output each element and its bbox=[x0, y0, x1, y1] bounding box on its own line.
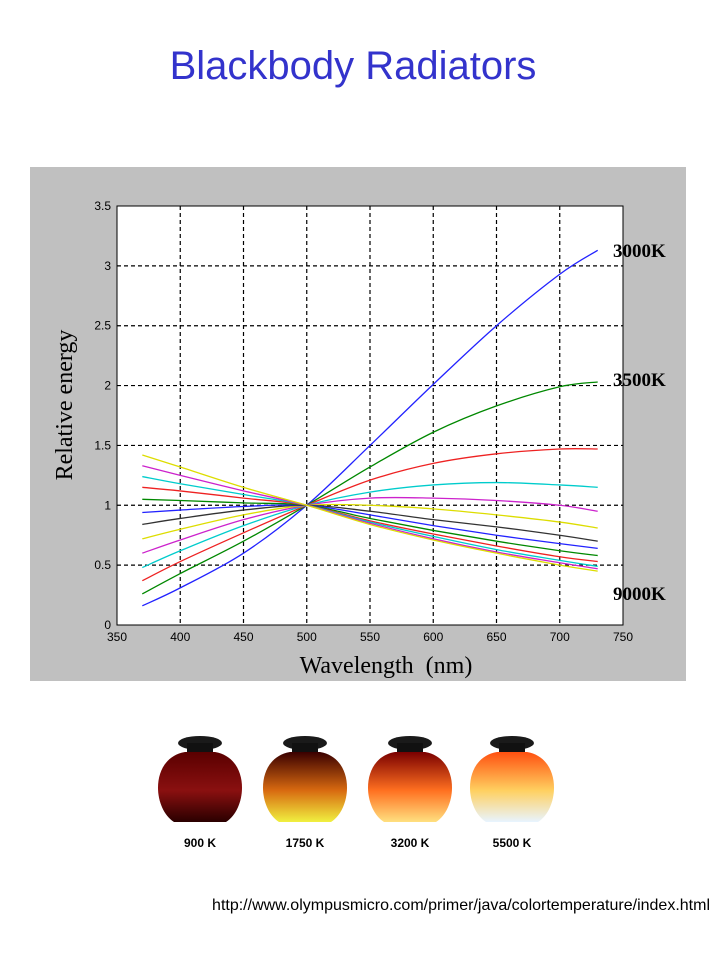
series-line-11 bbox=[142, 465, 598, 570]
grid-lines bbox=[117, 206, 623, 625]
series-line-2 bbox=[142, 448, 598, 582]
pot-body bbox=[469, 752, 555, 822]
x-axis-title: Wavelength (nm) bbox=[300, 653, 473, 679]
chart-panel: 350 400 450 500 550 600 650 700 750 0 0.5 1 1.5 2 2.5 3… bbox=[30, 167, 686, 681]
y-axis-title: Relative energy bbox=[52, 330, 78, 481]
y-tick-label: 1 bbox=[104, 498, 111, 512]
pot-label: 3200 K bbox=[391, 836, 430, 850]
series-line-12 bbox=[142, 454, 598, 572]
slide-title: Blackbody Radiators bbox=[169, 44, 537, 88]
series-line-0 bbox=[142, 249, 599, 607]
y-tick-label: 2.5 bbox=[94, 319, 111, 333]
series-line-8 bbox=[142, 498, 598, 557]
pot-neck bbox=[187, 743, 213, 753]
label-3500k: 3500K bbox=[613, 370, 666, 391]
y-tick-label: 3.5 bbox=[94, 199, 111, 213]
pot-neck bbox=[292, 743, 318, 753]
curves bbox=[141, 249, 599, 607]
plot-area bbox=[116, 205, 624, 626]
series-line-5 bbox=[142, 503, 598, 540]
x-tick-label: 550 bbox=[360, 630, 380, 644]
tick-labels: 350 400 450 500 550 600 650 700 750 0 0.5 1 1.5 2 2.5 3… bbox=[94, 199, 633, 644]
x-tick-label: 650 bbox=[486, 630, 506, 644]
series-line-4 bbox=[142, 496, 598, 554]
label-3000k: 3000K bbox=[613, 241, 666, 262]
label-9000k: 9000K bbox=[613, 584, 666, 605]
y-tick-label: 3 bbox=[104, 259, 111, 273]
x-tick-label: 350 bbox=[107, 630, 127, 644]
y-tick-label: 0 bbox=[104, 618, 111, 632]
pot-neck bbox=[397, 743, 423, 753]
series-line-10 bbox=[142, 475, 598, 567]
pot-1: 1750 K bbox=[262, 736, 348, 850]
x-tick-label: 700 bbox=[550, 630, 570, 644]
pot-0: 900 K bbox=[157, 736, 243, 850]
series-line-3 bbox=[142, 481, 598, 569]
blackbody-chart: 350 400 450 500 550 600 650 700 750 0 0.5 1 1.5 2 2.5 3… bbox=[52, 199, 666, 679]
pot-body bbox=[157, 752, 243, 822]
source-url: http://www.olympusmicro.com/primer/java/… bbox=[212, 897, 710, 914]
x-tick-label: 450 bbox=[233, 630, 253, 644]
x-tick-label: 750 bbox=[613, 630, 633, 644]
pot-body bbox=[262, 752, 348, 822]
x-tick-label: 500 bbox=[297, 630, 317, 644]
x-tick-label: 600 bbox=[423, 630, 443, 644]
series-line-7 bbox=[142, 504, 598, 550]
x-tick-label: 400 bbox=[170, 630, 190, 644]
pot-label: 5500 K bbox=[493, 836, 532, 850]
pot-neck bbox=[499, 743, 525, 753]
series-line-6 bbox=[142, 504, 598, 542]
pot-label: 900 K bbox=[184, 836, 216, 850]
blackbody-pots-image: 900 K 1750 K 3200 K 5500 K bbox=[157, 736, 555, 850]
y-tick-label: 2 bbox=[104, 379, 111, 393]
y-tick-label: 0.5 bbox=[94, 558, 111, 572]
series-line-9 bbox=[142, 486, 598, 563]
series-line-1 bbox=[141, 381, 598, 595]
y-tick-label: 1.5 bbox=[94, 438, 111, 452]
pot-body bbox=[367, 752, 453, 822]
pot-label: 1750 K bbox=[286, 836, 325, 850]
pot-3: 5500 K bbox=[469, 736, 555, 850]
pot-2: 3200 K bbox=[367, 736, 453, 850]
